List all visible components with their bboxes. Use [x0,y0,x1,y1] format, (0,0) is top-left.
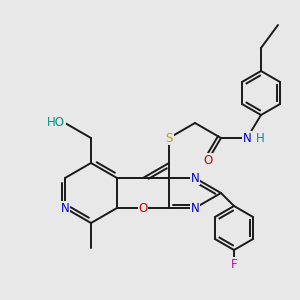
Text: N: N [61,202,69,214]
Text: O: O [203,154,213,166]
Text: N: N [243,131,251,145]
Text: O: O [138,202,148,214]
Text: HO: HO [47,116,65,130]
Text: H: H [256,133,265,146]
Text: S: S [165,131,173,145]
Text: F: F [231,257,237,271]
Text: N: N [190,172,200,184]
Text: N: N [190,202,200,214]
